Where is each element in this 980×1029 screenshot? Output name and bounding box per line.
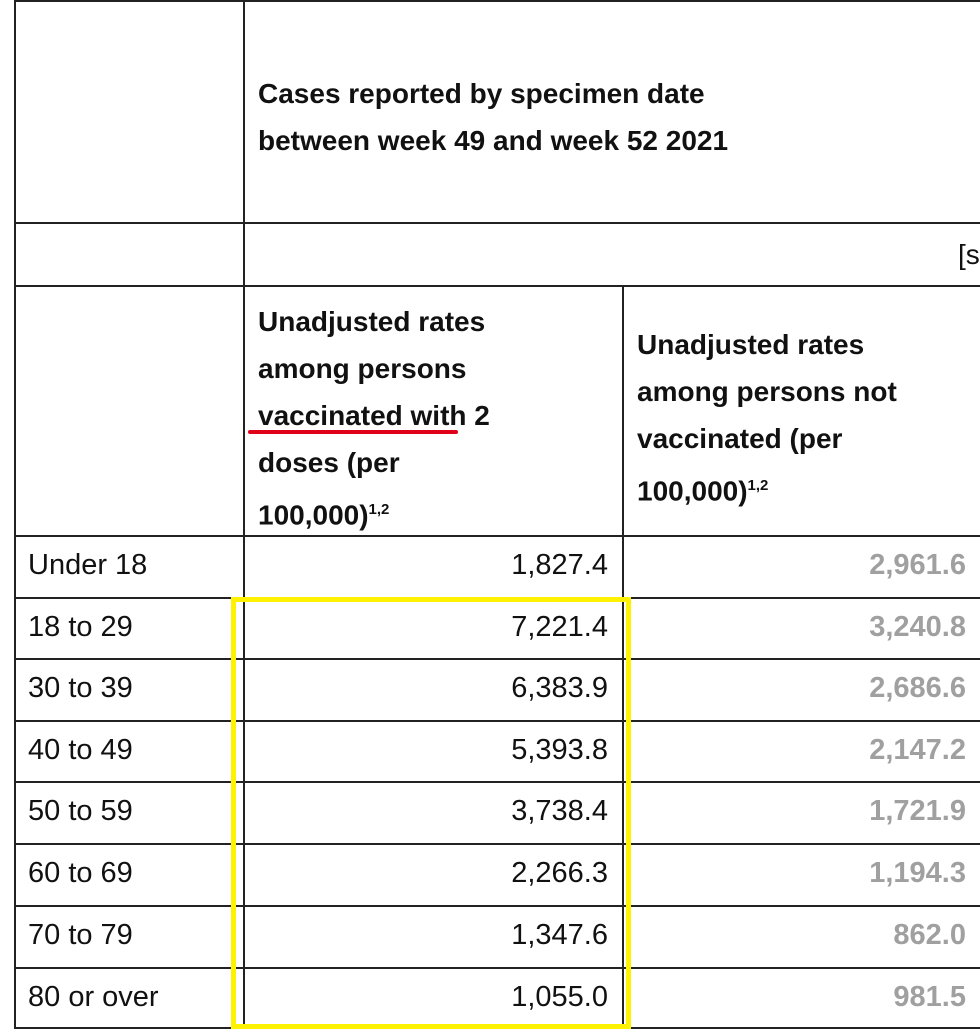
superscript: 1,2 bbox=[368, 501, 390, 518]
row-label: Under 18 bbox=[28, 549, 148, 581]
column-header-line: doses (per bbox=[258, 447, 400, 478]
title-line: between week 49 and week 52 2021 bbox=[258, 125, 729, 156]
underline bbox=[248, 430, 458, 434]
vaccinated-rate: 2,266.3 bbox=[511, 857, 608, 889]
not-vaccinated-rate: 3,240.8 bbox=[869, 611, 966, 643]
border bbox=[622, 285, 624, 1029]
note: [s bbox=[958, 239, 980, 270]
border bbox=[14, 658, 980, 660]
column-header-line: vaccinated with 2 bbox=[258, 400, 490, 431]
vaccinated-rate: 1,827.4 bbox=[511, 549, 608, 581]
not-vaccinated-rate: 981.5 bbox=[893, 981, 966, 1013]
row-label: 40 to 49 bbox=[28, 734, 133, 766]
vaccinated-rate: 1,055.0 bbox=[511, 981, 608, 1013]
column-header-line: among persons bbox=[258, 353, 467, 384]
not-vaccinated-rate: 2,147.2 bbox=[869, 734, 966, 766]
superscript: 1,2 bbox=[747, 477, 769, 494]
row-label: 18 to 29 bbox=[28, 611, 133, 643]
border bbox=[243, 0, 245, 1029]
border bbox=[14, 535, 980, 537]
vaccinated-rate: 1,347.6 bbox=[511, 919, 608, 951]
row-label: 50 to 59 bbox=[28, 795, 133, 827]
border bbox=[14, 285, 980, 287]
not-vaccinated-rate: 1,721.9 bbox=[869, 795, 966, 827]
column-header-line: vaccinated (per bbox=[637, 423, 843, 454]
border bbox=[14, 222, 980, 224]
vaccinated-rate: 7,221.4 bbox=[511, 611, 608, 643]
vaccinated-rate: 3,738.4 bbox=[511, 795, 608, 827]
border bbox=[14, 905, 980, 907]
row-label: 70 to 79 bbox=[28, 919, 133, 951]
column-header-line: Unadjusted rates bbox=[258, 306, 486, 337]
not-vaccinated-rate: 1,194.3 bbox=[869, 857, 966, 889]
border bbox=[14, 720, 980, 722]
not-vaccinated-rate: 2,961.6 bbox=[869, 549, 966, 581]
not-vaccinated-rate: 2,686.6 bbox=[869, 672, 966, 704]
row-label: 60 to 69 bbox=[28, 857, 133, 889]
column-header-line: 100,000)1,2 bbox=[258, 499, 390, 531]
border bbox=[14, 0, 16, 1029]
border bbox=[14, 0, 980, 2]
border bbox=[14, 843, 980, 845]
title-line: Cases reported by specimen date bbox=[258, 78, 705, 109]
row-label: 30 to 39 bbox=[28, 672, 133, 704]
column-header-line: 100,000)1,2 bbox=[637, 475, 769, 507]
highlight-box bbox=[231, 597, 631, 1029]
border bbox=[14, 967, 980, 969]
vaccinated-rate: 5,393.8 bbox=[511, 734, 608, 766]
column-header-line: Unadjusted rates bbox=[637, 329, 865, 360]
column-header-line: among persons not bbox=[637, 376, 897, 407]
vaccinated-rate: 6,383.9 bbox=[511, 672, 608, 704]
border bbox=[14, 781, 980, 783]
row-label: 80 or over bbox=[28, 981, 159, 1013]
not-vaccinated-rate: 862.0 bbox=[893, 919, 966, 951]
